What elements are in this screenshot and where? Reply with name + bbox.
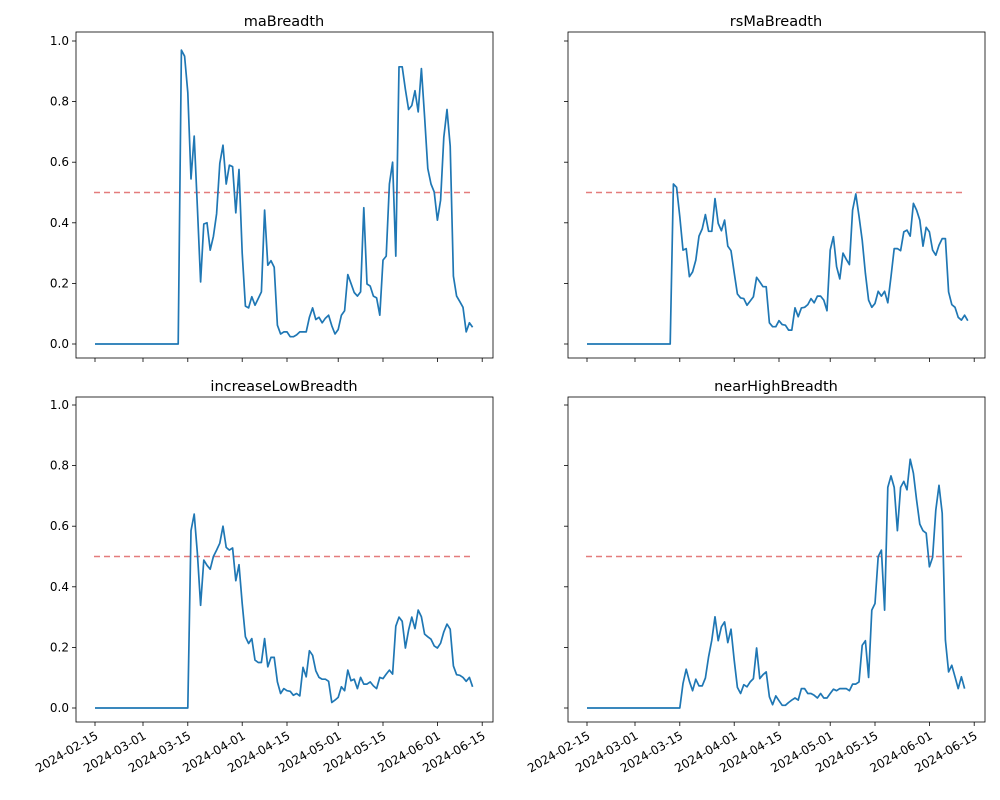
series-line-rsMaBreadth (587, 183, 969, 345)
series-line-maBreadth (95, 49, 474, 345)
y-tick-label: 0.8 (50, 459, 69, 473)
axes-frame (75, 396, 494, 723)
series-line-increaseLowBreadth (95, 513, 474, 709)
series-line-nearHighBreadth (587, 458, 966, 709)
y-tick-label: 0.6 (50, 155, 69, 169)
subplot-title-mabreadth: maBreadth (244, 14, 325, 30)
subplot-title-increaselowbreadth: increaseLowBreadth (210, 379, 357, 395)
y-tick-label: 1.0 (50, 34, 69, 48)
y-tick-label: 0.2 (50, 276, 69, 290)
y-tick-label: 0.8 (50, 95, 69, 109)
y-tick-label: 0.4 (50, 580, 69, 594)
y-tick-label: 0.0 (50, 701, 69, 715)
y-tick-label: 0.6 (50, 519, 69, 533)
axes-frame (75, 31, 494, 359)
axes-frame (567, 396, 986, 723)
y-tick-label: 1.0 (50, 398, 69, 412)
subplot-title-nearhighbreadth: nearHighBreadth (714, 379, 838, 395)
subplot-title-rsmabreadth: rsMaBreadth (730, 14, 822, 30)
y-tick-label: 0.4 (50, 216, 69, 230)
axes-frame (567, 31, 986, 359)
y-tick-label: 0.0 (50, 337, 69, 351)
y-tick-label: 0.2 (50, 640, 69, 654)
